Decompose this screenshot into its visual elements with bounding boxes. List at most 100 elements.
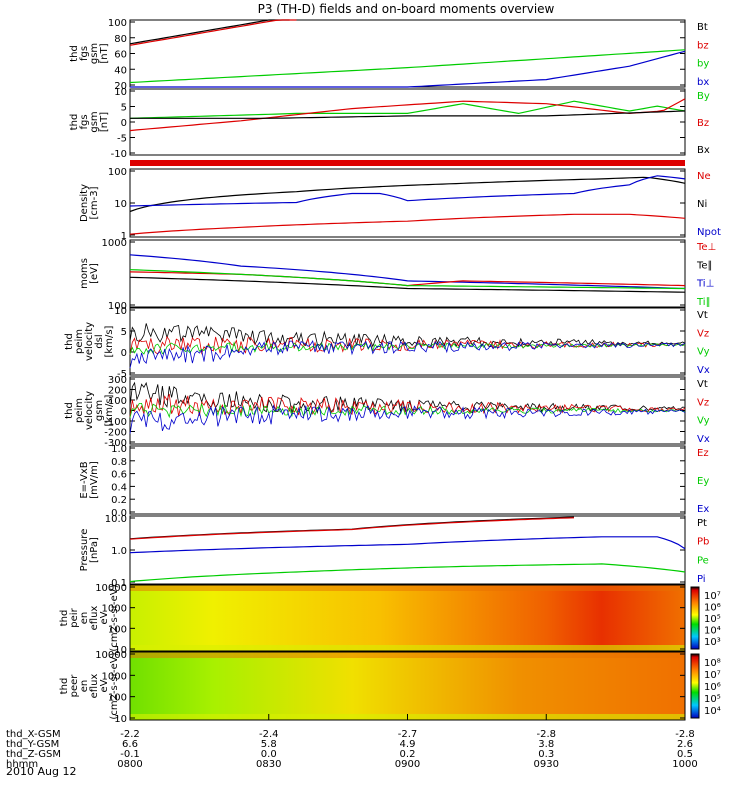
y-tick-label: 60 — [114, 50, 127, 61]
y-tick-label: -200 — [104, 428, 127, 439]
legend-entry: Vy — [697, 347, 710, 358]
y-axis-label: en — [79, 612, 90, 625]
series-Vz — [129, 393, 686, 417]
series-Bz — [129, 98, 686, 132]
legend-entry: Vx — [697, 434, 710, 445]
panel-frame — [129, 584, 686, 652]
colorbar — [690, 653, 700, 719]
y-tick-label: 10 — [114, 714, 127, 725]
y-axis-label: eflux — [89, 674, 100, 699]
panel-1: 10 5 0 -5 -10 thd fgs gsm [nT] By Bz Bx — [69, 87, 710, 160]
y-tick-label: -10 — [111, 149, 127, 160]
colorbar-tick: 10⁷ — [704, 591, 721, 602]
x-row-value: 0830 — [256, 759, 281, 770]
legend-entry: Vt — [697, 310, 708, 321]
y-axis-label: velocity — [84, 391, 95, 430]
x-row-value: 0900 — [395, 759, 420, 770]
y-axis-label: dsl — [94, 334, 105, 348]
colorbar — [690, 586, 700, 650]
y-axis-label: E=-VxB — [79, 461, 90, 498]
y-axis-label: Pressure — [79, 529, 90, 572]
legend-entry: Pe — [697, 555, 709, 566]
y-axis-label: [nT] — [99, 112, 110, 132]
legend-entry: Vz — [697, 397, 709, 408]
y-axis-label: fgs — [79, 114, 90, 129]
y-axis-label: gsm — [89, 111, 100, 132]
y-axis-label: thd — [59, 678, 70, 695]
y-tick-label: 0.0 — [111, 508, 127, 519]
legend-entry: by — [697, 59, 709, 70]
y-tick-label: 1.0 — [111, 444, 127, 455]
y-axis-label: velocity — [84, 322, 95, 361]
legend-entry: Pb — [697, 537, 709, 548]
legend-entry: Te⊥ — [696, 242, 716, 253]
y-axis-label: moms — [79, 258, 90, 289]
legend-entry: Bx — [697, 145, 710, 156]
series-Te∥ — [129, 276, 686, 293]
y-tick-label: 10 — [114, 306, 127, 317]
y-axis-label: thd — [69, 45, 80, 62]
series-Vz — [129, 335, 686, 355]
x-row-value: -2.4 — [259, 729, 279, 740]
y-axis-label: thd — [69, 114, 80, 131]
series-Ni — [129, 176, 686, 213]
spectrogram-bottom-band — [130, 645, 685, 651]
y-tick-label: -100 — [104, 417, 127, 428]
x-row-label: thd_Z-GSM — [6, 749, 61, 760]
y-axis-label: thd — [59, 610, 70, 627]
series-By — [129, 100, 686, 119]
colorbar-tick: 10⁸ — [704, 658, 721, 669]
x-row-value: 0800 — [117, 759, 142, 770]
legend-entry: Pi — [697, 574, 706, 585]
y-axis-label: [cm-3] — [89, 186, 100, 219]
panel-frame — [129, 445, 686, 515]
colorbar-tick: 10⁷ — [704, 670, 721, 681]
legend-entry: Ti∥ — [696, 297, 711, 308]
y-tick-label: 5 — [121, 327, 127, 338]
y-tick-label: 1000 — [102, 671, 127, 682]
y-tick-label: 20 — [114, 81, 127, 92]
x-row-value: 6.6 — [122, 739, 138, 750]
y-axis-label: en — [79, 680, 90, 693]
y-tick-label: 10 — [114, 645, 127, 656]
legend-entry: Vx — [697, 365, 710, 376]
series-Pe — [129, 563, 686, 583]
colorbar-tick: 10⁴ — [704, 706, 721, 717]
y-tick-label: 0.4 — [111, 482, 127, 493]
legend-entry: Te∥ — [696, 260, 713, 271]
x-row-value: 0.3 — [538, 749, 554, 760]
y-axis-label: [km/s] — [104, 394, 115, 426]
y-axis-label: thd — [64, 402, 75, 419]
legend-entry: Ey — [697, 476, 709, 487]
series-Pi — [129, 536, 686, 554]
y-tick-label: 10000 — [95, 650, 127, 661]
x-row-label: hhmm — [6, 759, 38, 770]
y-axis-label: [nT] — [99, 43, 110, 63]
colorbar-tick: 10⁵ — [704, 694, 721, 705]
series-Vy — [129, 341, 686, 355]
colorbar-tick: 10⁵ — [704, 614, 721, 625]
panel-0: 100 80 60 40 20 thd fgs gsm [nT] Bt bz by bx — [69, 18, 709, 92]
legend-entry: bz — [697, 40, 709, 51]
y-tick-label: -5 — [117, 134, 127, 145]
y-tick-label: 0 — [121, 118, 127, 129]
y-tick-label: 100 — [108, 18, 127, 29]
x-row-value: 3.8 — [538, 739, 554, 750]
x-row-value: -0.1 — [120, 749, 140, 760]
x-row-value: 0930 — [534, 759, 559, 770]
series-Ne — [129, 213, 686, 235]
flag-bar — [130, 160, 685, 166]
colorbar-tick: 10⁶ — [704, 603, 721, 614]
colorbar-tick: 10³ — [704, 637, 721, 648]
y-tick-label: 300 — [108, 375, 127, 386]
y-axis-label: eV — [99, 679, 110, 692]
y-axis-label: [eV] — [89, 263, 100, 284]
y-tick-label: 0.8 — [111, 457, 127, 468]
x-row-value: 1000 — [672, 759, 697, 770]
y-tick-label: 80 — [114, 34, 127, 45]
y-tick-label: -5 — [117, 369, 127, 380]
